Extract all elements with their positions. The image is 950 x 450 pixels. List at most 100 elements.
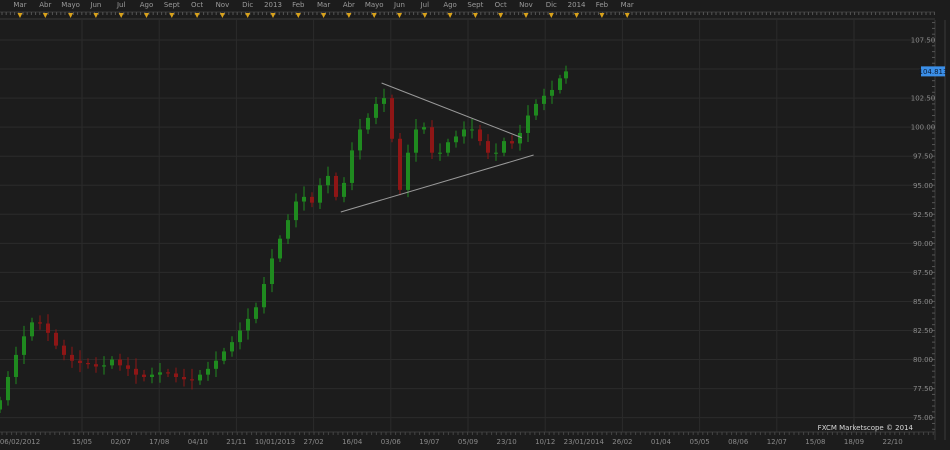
candle-up (494, 152, 498, 154)
candle-down (94, 364, 98, 367)
date-label: 27/02 (304, 438, 324, 446)
candle-up (350, 150, 354, 183)
candle-up (22, 336, 26, 355)
date-label: 16/04 (342, 438, 363, 446)
candle-down (390, 98, 394, 139)
current-price-label: 104.813 (919, 68, 948, 76)
candle-up (262, 284, 266, 308)
date-label: 15/08 (805, 438, 825, 446)
month-marker-icon (447, 13, 453, 18)
month-marker-icon (574, 13, 580, 18)
candle-down (478, 129, 482, 142)
month-marker-icon (397, 13, 402, 18)
month-marker-icon (245, 13, 251, 18)
date-label: 26/02 (612, 438, 632, 446)
month-label: Dic (546, 1, 557, 9)
month-marker-icon (422, 13, 428, 18)
trendline (381, 82, 522, 139)
date-label: 05/05 (690, 438, 710, 446)
candle-down (334, 175, 338, 197)
date-label: 12/07 (767, 438, 787, 446)
month-label: Mar (317, 1, 330, 9)
date-label: 05/09 (458, 438, 478, 446)
month-label: Sept (164, 1, 180, 9)
candle-up (558, 78, 562, 90)
trendlines[interactable] (340, 82, 534, 213)
month-marker-icon (17, 13, 23, 18)
candle-up (302, 196, 306, 202)
month-marker-icon (472, 13, 478, 18)
candle-down (190, 379, 194, 381)
candle-down (118, 359, 122, 366)
month-label: Ago (140, 1, 154, 9)
month-marker-icon (295, 13, 301, 18)
candle-down (46, 323, 50, 333)
month-label: Mayo (61, 1, 80, 9)
candle-up (214, 360, 218, 369)
date-label: 23/01/2014 (564, 438, 605, 446)
candle-up (326, 175, 330, 186)
candle-up (550, 89, 554, 96)
date-label: 08/06 (728, 438, 749, 446)
candle-up (382, 98, 386, 104)
candle-up (246, 318, 250, 331)
candle-up (446, 142, 450, 153)
candle-up (286, 220, 290, 239)
month-label: Mar (13, 1, 26, 9)
candle-down (398, 138, 402, 190)
candle-down (142, 374, 146, 377)
candle-down (166, 372, 170, 374)
price-label: 97.50 (913, 153, 933, 161)
price-label: 82.50 (913, 327, 933, 335)
month-marker-icon (548, 13, 554, 18)
candle-down (62, 345, 66, 355)
watermark: FXCM Marketscope © 2014 (818, 424, 914, 432)
candle-up (0, 400, 2, 410)
date-label: 06/02/2012 (0, 438, 40, 446)
candle-down (38, 322, 42, 324)
month-label: Jul (116, 1, 126, 9)
candle-down (78, 360, 82, 364)
date-label: 02/07 (111, 438, 131, 446)
month-marker-icon (523, 13, 529, 18)
candle-up (526, 115, 530, 133)
month-label: Jun (89, 1, 101, 9)
candle-up (294, 201, 298, 221)
candle-down (134, 368, 138, 375)
date-axis[interactable]: 06/02/2012 15/05 02/07 17/08 04/10 21/11 10/01… (0, 431, 935, 446)
price-axis[interactable]: 107.50 102.50 100.00 97.50 95.00 92.50 90.00 87… (911, 20, 948, 440)
date-label: 23/10 (497, 438, 517, 446)
candle-up (374, 103, 378, 118)
price-label: 90.00 (913, 240, 933, 248)
date-label: 18/09 (844, 438, 864, 446)
candle-up (414, 129, 418, 153)
candle-up (30, 322, 34, 337)
candle-up (470, 129, 474, 131)
candle-up (222, 351, 226, 361)
candle-up (406, 152, 410, 190)
candle-down (54, 332, 58, 346)
date-label: 01/04 (651, 438, 672, 446)
candle-up (462, 129, 466, 137)
month-label: Jun (393, 1, 405, 9)
top-month-axis: Mar Abr Mayo Jun Jul Ago Sept Oct Nov Dic 2013 Feb M… (0, 1, 935, 20)
date-label: 17/08 (149, 438, 169, 446)
month-marker-icon (194, 13, 200, 18)
candle-up (150, 374, 154, 377)
date-label: 03/06 (381, 438, 402, 446)
month-label: Ago (443, 1, 457, 9)
candle-down (310, 196, 314, 203)
month-label: Oct (191, 1, 203, 9)
date-label: 10/12 (535, 438, 555, 446)
month-label: Feb (292, 1, 305, 9)
month-marker-icon (118, 13, 124, 18)
date-label: 21/11 (226, 438, 246, 446)
candle-up (102, 365, 106, 367)
date-label: 22/10 (883, 438, 903, 446)
price-label: 95.00 (913, 182, 933, 190)
month-label: 2013 (264, 1, 282, 9)
candle-up (534, 103, 538, 116)
candle-down (126, 365, 130, 369)
